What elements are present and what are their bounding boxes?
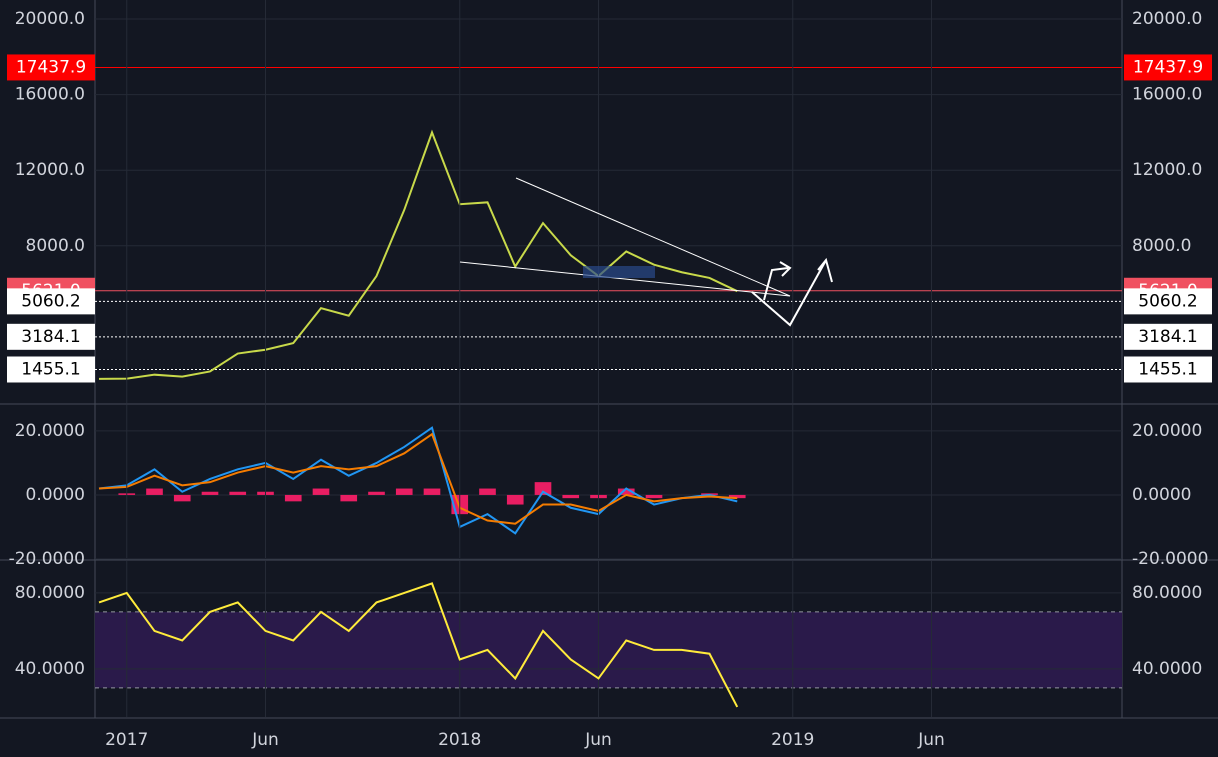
- series-line: [98, 426, 738, 535]
- trendline: [515, 177, 791, 297]
- sketch-arrow: [751, 257, 833, 327]
- y-tick-label: -20.0000: [9, 549, 85, 569]
- y-tick-label: 8000.0: [1132, 236, 1191, 256]
- histogram-bar: [229, 491, 247, 495]
- level-label-box: [1124, 54, 1212, 81]
- x-tick-label: 2019: [771, 730, 814, 750]
- level-label-box: [7, 323, 95, 350]
- x-tick-label: Jun: [251, 730, 279, 750]
- level-label-box: [1124, 288, 1212, 315]
- y-tick-label: 20.0000: [1132, 421, 1202, 441]
- level-label: 1455.1: [21, 359, 80, 379]
- level-label: 1455.1: [1138, 359, 1197, 379]
- level-label-box: [7, 288, 95, 315]
- histogram-bar: [368, 491, 385, 495]
- y-tick-label: 80.0000: [1132, 583, 1202, 603]
- histogram-bar: [562, 494, 580, 499]
- y-tick-label: 40.0000: [1132, 659, 1202, 679]
- histogram-bar: [617, 488, 635, 495]
- histogram-bar: [312, 488, 330, 495]
- level-label: 3184.1: [1138, 327, 1197, 347]
- histogram-bar: [645, 494, 663, 499]
- y-tick-label: 0.0000: [1132, 485, 1191, 505]
- series-line: [98, 432, 738, 525]
- y-tick-label: 20000.0: [1132, 9, 1202, 29]
- histogram-bar: [201, 491, 219, 495]
- histogram-bar: [506, 494, 524, 505]
- level-label: 3184.1: [21, 327, 80, 347]
- level-label: 5060.2: [1138, 291, 1197, 311]
- histogram-bar: [534, 482, 552, 495]
- series-line: [98, 582, 739, 708]
- x-tick-label: 2017: [105, 730, 148, 750]
- level-label: 17437.9: [16, 57, 86, 77]
- x-tick-label: Jun: [584, 730, 612, 750]
- histogram-bar: [340, 494, 358, 502]
- level-label-box: [1124, 323, 1212, 350]
- y-tick-label: 16000.0: [15, 85, 85, 105]
- y-tick-label: 8000.0: [26, 236, 85, 256]
- drawings: [459, 177, 833, 327]
- level-label-box: [1124, 356, 1212, 383]
- histogram-bar: [284, 494, 302, 502]
- plot: 20000.0 20000.0 16000.0 16000.0 12000.0 12000…: [7, 0, 1212, 750]
- histogram-bar: [423, 488, 441, 495]
- zone: [583, 266, 655, 278]
- y-tick-label: 80.0000: [15, 583, 85, 603]
- sketch-arrow: [763, 261, 792, 301]
- x-tick-label: Jun: [917, 730, 945, 750]
- level-label: 5060.2: [21, 291, 80, 311]
- y-tick-label: 12000.0: [15, 160, 85, 180]
- trendline: [459, 261, 791, 297]
- y-tick-label: 12000.0: [1132, 160, 1202, 180]
- y-tick-label: 0.0000: [26, 485, 85, 505]
- histogram-bar: [173, 494, 191, 502]
- histogram-bar: [728, 494, 746, 499]
- y-tick-label: 40.0000: [15, 659, 85, 679]
- y-tick-label: 20000.0: [15, 9, 85, 29]
- y-tick-label: 16000.0: [1132, 85, 1202, 105]
- histogram-bar: [395, 488, 413, 495]
- x-tick-label: 2018: [438, 730, 481, 750]
- histogram-bar: [146, 488, 163, 495]
- level-label-box: [7, 356, 95, 383]
- level-label-box: [7, 54, 95, 81]
- y-tick-label: 20.0000: [15, 421, 85, 441]
- histogram-bar: [479, 488, 496, 495]
- level-label: 17437.9: [1133, 57, 1203, 77]
- y-tick-label: -20.0000: [1132, 549, 1208, 569]
- series-line: [98, 129, 738, 380]
- rsi-band: [95, 611, 1122, 688]
